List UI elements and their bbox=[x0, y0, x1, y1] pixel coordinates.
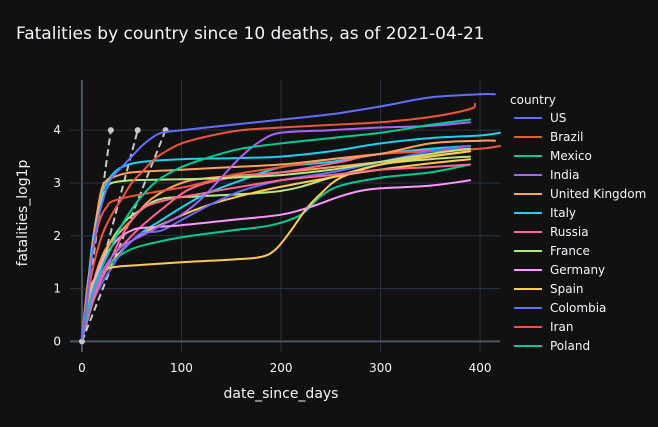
legend-label: Mexico bbox=[550, 149, 592, 163]
legend-label: Italy bbox=[550, 206, 576, 220]
series-line-russia bbox=[80, 163, 472, 340]
x-tick-label: 100 bbox=[170, 361, 193, 375]
legend-label: Russia bbox=[550, 225, 589, 239]
legend-item-brazil[interactable]: Brazil bbox=[514, 130, 584, 144]
legend-label: Colombia bbox=[550, 301, 606, 315]
series-line-germany bbox=[80, 179, 472, 340]
series-line-peru bbox=[80, 150, 472, 340]
reference-line-doubling-slow bbox=[81, 129, 167, 342]
x-tick-label: 300 bbox=[369, 361, 392, 375]
x-tick-label: 200 bbox=[270, 361, 293, 375]
chart-title: Fatalities by country since 10 deaths, a… bbox=[16, 24, 485, 44]
legend-label: Spain bbox=[550, 282, 584, 296]
legend-label: Brazil bbox=[550, 130, 584, 144]
legend-item-italy[interactable]: Italy bbox=[514, 206, 576, 220]
legend-item-iran[interactable]: Iran bbox=[514, 320, 573, 334]
reference-marker-origin bbox=[78, 338, 85, 345]
legend-label: Iran bbox=[550, 320, 573, 334]
legend-item-us[interactable]: US bbox=[514, 111, 566, 125]
legend-label: Poland bbox=[550, 339, 590, 353]
series-line-us bbox=[80, 93, 496, 340]
legend-label: US bbox=[550, 111, 566, 125]
y-tick-label: 2 bbox=[53, 229, 61, 243]
y-tick-label: 0 bbox=[53, 334, 61, 348]
reference-marker-end bbox=[134, 127, 141, 134]
legend-item-france[interactable]: France bbox=[514, 244, 590, 258]
legend-item-russia[interactable]: Russia bbox=[514, 225, 589, 239]
y-axis-title: fatalities_log1p bbox=[15, 160, 31, 267]
y-tick-label: 1 bbox=[53, 282, 61, 296]
legend-item-mexico[interactable]: Mexico bbox=[514, 149, 592, 163]
legend-label: United Kingdom bbox=[550, 187, 646, 201]
x-tick-label: 400 bbox=[469, 361, 492, 375]
legend-item-poland[interactable]: Poland bbox=[514, 339, 590, 353]
legend: US Brazil Mexico India United Kingdom Italy Ru… bbox=[514, 111, 646, 353]
series-line-india bbox=[80, 121, 472, 340]
series-line-brazil bbox=[80, 102, 477, 338]
y-tick-label: 3 bbox=[53, 176, 61, 190]
series-line-mexico bbox=[80, 118, 472, 338]
x-axis-title: date_since_days bbox=[224, 386, 339, 402]
tick-labels: 0 100 200 300 400 0 1 2 3 4 bbox=[53, 123, 491, 375]
reference-marker-end bbox=[107, 127, 114, 134]
legend-label: India bbox=[550, 168, 579, 182]
x-tick-label: 0 bbox=[78, 361, 86, 375]
legend-label: France bbox=[550, 244, 590, 258]
series-lines bbox=[80, 93, 501, 340]
legend-item-india[interactable]: India bbox=[514, 168, 579, 182]
legend-title: country bbox=[510, 93, 556, 107]
legend-item-spain[interactable]: Spain bbox=[514, 282, 584, 296]
legend-label: Germany bbox=[550, 263, 605, 277]
legend-item-germany[interactable]: Germany bbox=[514, 263, 605, 277]
y-tick-label: 4 bbox=[53, 123, 61, 137]
series-line-united-kingdom bbox=[80, 139, 496, 340]
legend-item-colombia[interactable]: Colombia bbox=[514, 301, 606, 315]
legend-item-united-kingdom[interactable]: United Kingdom bbox=[514, 187, 646, 201]
